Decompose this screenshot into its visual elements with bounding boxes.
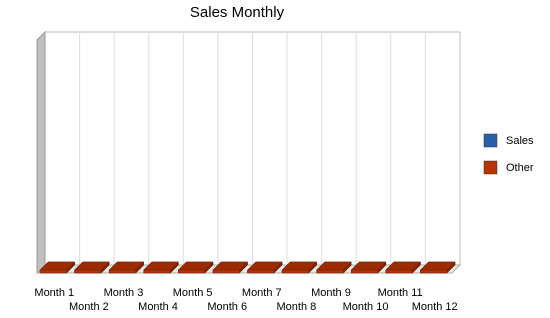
bar [73, 261, 110, 274]
bar-face [316, 269, 344, 274]
bar-face [108, 261, 145, 271]
bar-face [246, 261, 283, 271]
legend-label: Other [506, 162, 534, 174]
bar-face [73, 261, 110, 271]
bar [385, 261, 422, 274]
bar-face [385, 269, 413, 274]
bar-face [212, 261, 249, 271]
bar [143, 261, 179, 274]
legend-label: Sales [506, 135, 534, 147]
bar-face [350, 261, 387, 271]
bar [246, 261, 283, 274]
bar [281, 261, 318, 274]
x-tick-label: Month 12 [412, 301, 458, 313]
bar-face [143, 269, 171, 274]
bar-face [385, 261, 422, 271]
x-tick-label: Month 7 [242, 287, 282, 299]
bar-face [247, 269, 275, 274]
x-tick-label: Month 6 [207, 301, 247, 313]
bar-face [351, 269, 379, 274]
bar-face [420, 269, 448, 274]
x-tick-label: Month 11 [378, 287, 423, 299]
bar-face [177, 261, 214, 271]
bar-face [212, 269, 240, 274]
bar-face [281, 261, 318, 271]
x-tick-label: Month 2 [69, 301, 109, 313]
x-tick-label: Month 9 [311, 287, 351, 299]
x-tick-label: Month 4 [138, 301, 178, 313]
bar [177, 261, 214, 274]
bar [350, 261, 387, 274]
bar [316, 261, 352, 274]
bar-face [108, 269, 136, 274]
bar-face [143, 261, 179, 271]
x-tick-label: Month 10 [343, 301, 389, 313]
side-wall [36, 30, 46, 275]
bar-face [281, 269, 309, 274]
x-tick-label: Month 8 [277, 301, 317, 313]
legend-swatch [483, 133, 498, 148]
bar-face [39, 261, 76, 271]
x-tick-label: Month 1 [34, 287, 74, 299]
bar-face [316, 261, 352, 271]
bar-face [39, 269, 67, 274]
bar-face [419, 261, 456, 271]
bar-face [178, 269, 206, 274]
bar [108, 261, 145, 274]
bar-face [74, 269, 102, 274]
bar [39, 261, 76, 274]
legend-swatch [483, 160, 498, 175]
bar [212, 261, 249, 274]
chart-title: Sales Monthly [190, 4, 285, 21]
x-tick-label: Month 5 [173, 287, 213, 299]
x-tick-label: Month 3 [104, 287, 144, 299]
bar [419, 261, 456, 274]
